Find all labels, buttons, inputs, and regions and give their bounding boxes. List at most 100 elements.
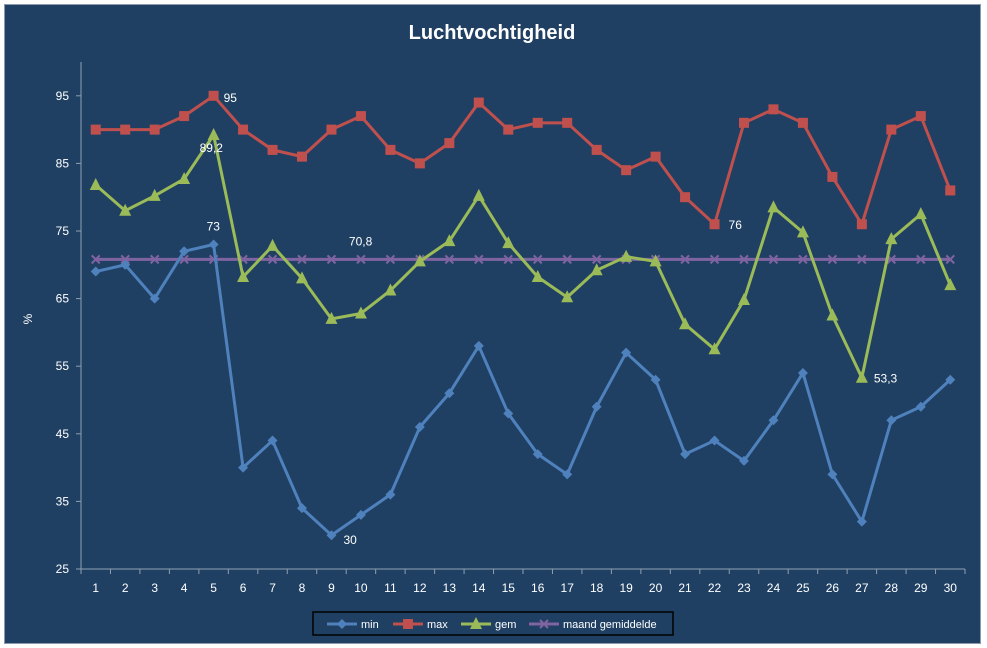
data-point-x (709, 254, 720, 265)
data-point-square (403, 619, 413, 629)
data-point-diamond (385, 489, 396, 500)
data-point-square (149, 124, 160, 135)
data-point-diamond (827, 469, 838, 480)
data-label: 76 (729, 218, 743, 232)
data-point-diamond (621, 347, 632, 358)
data-point-diamond (945, 374, 956, 385)
x-tick-label: 24 (767, 581, 781, 595)
data-point-square (532, 117, 543, 128)
y-tick-label: 95 (56, 89, 70, 103)
data-point-square (297, 151, 307, 162)
data-point-triangle (738, 292, 750, 305)
data-point-triangle (649, 254, 662, 267)
data-labels: 95 89,2 73 70,8 30 76 53,3 (200, 91, 898, 547)
data-point-diamond (797, 367, 808, 378)
data-point-square (915, 111, 926, 122)
series-line-max (95, 94, 952, 226)
y-tick-label: 65 (56, 292, 70, 306)
data-point-triangle (178, 171, 191, 184)
data-point-x (444, 254, 455, 265)
data-point-square (355, 111, 366, 122)
x-tick-label: 18 (590, 581, 604, 595)
x-tick-label: 6 (240, 581, 247, 595)
data-point-x (474, 254, 484, 265)
data-point-square (856, 219, 867, 230)
data-point-triangle (531, 269, 544, 282)
data-point-triangle (384, 283, 397, 296)
data-point-x (857, 254, 867, 265)
x-tick-label: 3 (151, 581, 158, 595)
data-point-x (326, 254, 337, 265)
data-label: 89,2 (200, 141, 224, 155)
y-tick-label: 35 (56, 494, 70, 508)
x-tick-label: 19 (619, 581, 633, 595)
data-point-triangle (708, 342, 721, 355)
data-point-triangle (767, 200, 780, 213)
data-point-square (680, 192, 691, 203)
data-point-triangle (679, 317, 692, 330)
x-tick-label: 11 (384, 581, 397, 595)
data-point-diamond (238, 462, 249, 473)
data-point-x (827, 254, 838, 265)
chart-title: Luchtvochtigheid (409, 22, 576, 44)
data-point-diamond (208, 239, 219, 250)
data-point-triangle (325, 311, 338, 324)
data-point-diamond (179, 246, 190, 257)
data-point-triangle (266, 238, 279, 251)
data-label: 73 (207, 220, 221, 234)
data-point-triangle (561, 290, 574, 303)
data-point-x (739, 254, 749, 265)
data-point-triangle (855, 370, 868, 383)
data-point-square (238, 124, 249, 135)
data-point-square (90, 124, 101, 135)
data-point-square (591, 144, 602, 155)
data-point-diamond (650, 374, 661, 385)
x-tick-label: 7 (269, 581, 276, 595)
data-point-diamond (768, 415, 779, 426)
x-tick-label: 21 (678, 581, 692, 595)
x-tick-label: 10 (354, 581, 368, 595)
y-axis-label: % (21, 313, 35, 324)
data-point-diamond (326, 530, 337, 541)
data-point-square (768, 104, 779, 115)
data-point-x (356, 254, 366, 265)
data-point-square (827, 171, 838, 182)
x-tick-label: 8 (299, 581, 306, 595)
data-point-diamond (886, 415, 897, 426)
series-line-gem (94, 133, 952, 380)
data-point-square (326, 124, 337, 135)
data-point-diamond (591, 401, 602, 412)
data-point-x (385, 254, 396, 265)
y-tick-label: 55 (56, 359, 70, 373)
series-max (90, 90, 956, 230)
data-point-x (945, 254, 955, 265)
legend-item-min: min (327, 619, 379, 631)
data-point-triangle (207, 128, 220, 141)
legend-label: gem (495, 619, 516, 631)
data-point-triangle (944, 278, 957, 291)
y-tick-label: 45 (56, 427, 70, 441)
data-point-diamond (444, 388, 455, 399)
x-tick-label: 23 (737, 581, 751, 595)
x-tick-label: 1 (92, 581, 99, 595)
legend-item-maand-gemiddelde: maand gemiddelde (529, 619, 657, 631)
data-point-square (621, 165, 632, 176)
legend-label: max (427, 619, 448, 631)
data-point-x (149, 254, 160, 265)
chart-frame: Luchtvochtigheid % 25 35 45 55 65 75 85 95 1 2 3 4 5… (4, 4, 981, 644)
data-point-x (120, 254, 130, 265)
legend-item-max: max (393, 619, 448, 631)
data-label: 70,8 (349, 234, 373, 248)
data-point-triangle (796, 225, 809, 238)
data-point-triangle (119, 203, 132, 216)
series-line-min (95, 243, 952, 537)
data-point-square (503, 124, 514, 135)
data-point-square (179, 111, 190, 122)
data-label: 53,3 (874, 372, 898, 386)
x-tick-label: 9 (328, 581, 335, 595)
data-point-x (267, 254, 278, 265)
x-tick-label: 5 (210, 581, 217, 595)
data-point-diamond (503, 408, 514, 419)
data-point-square (444, 138, 455, 149)
series-gem (89, 128, 957, 383)
